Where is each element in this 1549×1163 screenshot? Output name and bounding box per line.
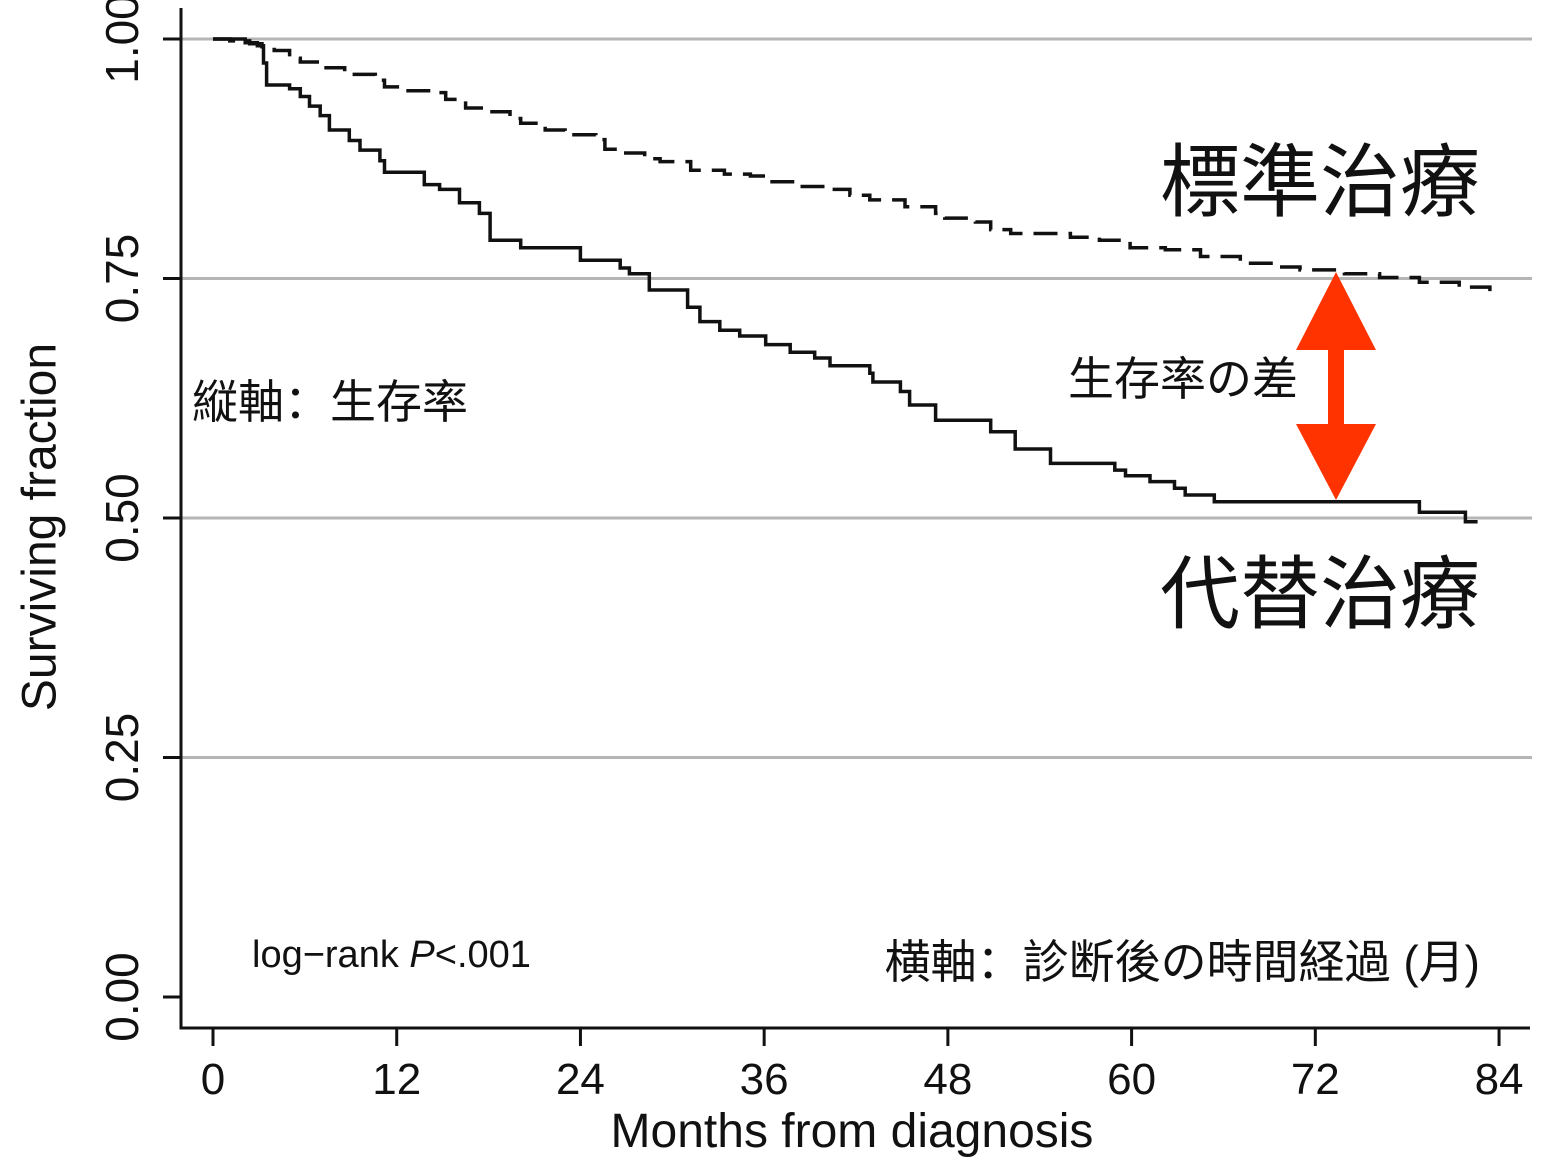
p-value: <.001	[435, 934, 531, 976]
standard-treatment-label: 標準治療	[1160, 138, 1480, 227]
x-tick-label: 24	[556, 1055, 605, 1104]
y-tick-label: 0.50	[96, 473, 148, 563]
difference-note: 生存率の差	[1068, 353, 1298, 405]
gridlines	[181, 37, 1532, 759]
y-tick-label: 0.00	[96, 952, 148, 1042]
alternative-treatment-curve	[213, 37, 1478, 524]
log-rank-prefix: log−rank	[252, 934, 409, 976]
x-axis-note: 横軸：診断後の時間経過 (月)	[885, 936, 1480, 988]
y-tick-label: 1.00	[96, 0, 148, 84]
log-rank-test: log−rank P<.001	[252, 934, 531, 976]
x-tick-label: 72	[1291, 1055, 1340, 1104]
standard-treatment-curve	[213, 37, 1498, 295]
y-axis-title: Surviving fraction	[14, 343, 67, 711]
x-tick-label: 60	[1107, 1055, 1156, 1104]
x-tick-label: 12	[372, 1055, 421, 1104]
p-value-symbol: P	[409, 934, 435, 976]
x-tick-label: 36	[740, 1055, 789, 1104]
axes: 0.00 0.25 0.50 0.75 1.00 0 12 24 36 48 60 72 84	[96, 0, 1530, 1104]
x-tick-label: 48	[923, 1055, 972, 1104]
x-tick-label: 84	[1475, 1055, 1524, 1104]
alternative-treatment-label: 代替治療	[1160, 550, 1480, 639]
y-tick-label: 0.25	[96, 713, 148, 803]
difference-arrow	[1296, 272, 1376, 500]
x-tick-label: 0	[201, 1055, 225, 1104]
x-axis-title: Months from diagnosis	[611, 1105, 1094, 1158]
y-axis-note: 縦軸：生存率	[192, 376, 468, 428]
y-tick-label: 0.75	[96, 234, 148, 324]
survival-curves	[213, 37, 1498, 524]
